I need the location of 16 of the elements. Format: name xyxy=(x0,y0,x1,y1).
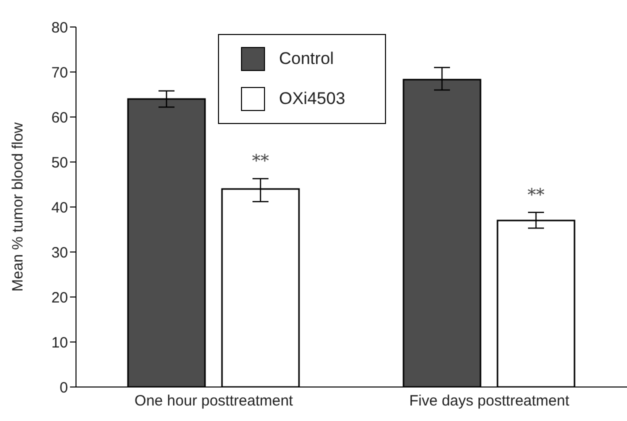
legend-label: OXi4503 xyxy=(279,89,346,109)
y-tick-label: 40 xyxy=(51,199,68,216)
legend-label: Control xyxy=(279,49,334,69)
y-tick-label: 50 xyxy=(51,154,68,172)
y-tick-label: 80 xyxy=(51,19,68,36)
annotation: ** xyxy=(528,185,545,206)
y-tick-label: 10 xyxy=(51,334,68,352)
y-tick-label: 0 xyxy=(60,379,68,396)
x-tick-label: One hour posttreatment xyxy=(134,392,294,410)
y-axis-title: Mean % tumor blood flow xyxy=(9,122,26,292)
annotation: ** xyxy=(252,152,270,172)
y-tick-label: 60 xyxy=(51,109,68,126)
x-tick-label: Five days posttreatment xyxy=(409,392,570,410)
y-tick-label: 30 xyxy=(51,244,68,262)
y-tick-label: 70 xyxy=(51,64,68,82)
y-tick-label: 20 xyxy=(51,289,68,306)
